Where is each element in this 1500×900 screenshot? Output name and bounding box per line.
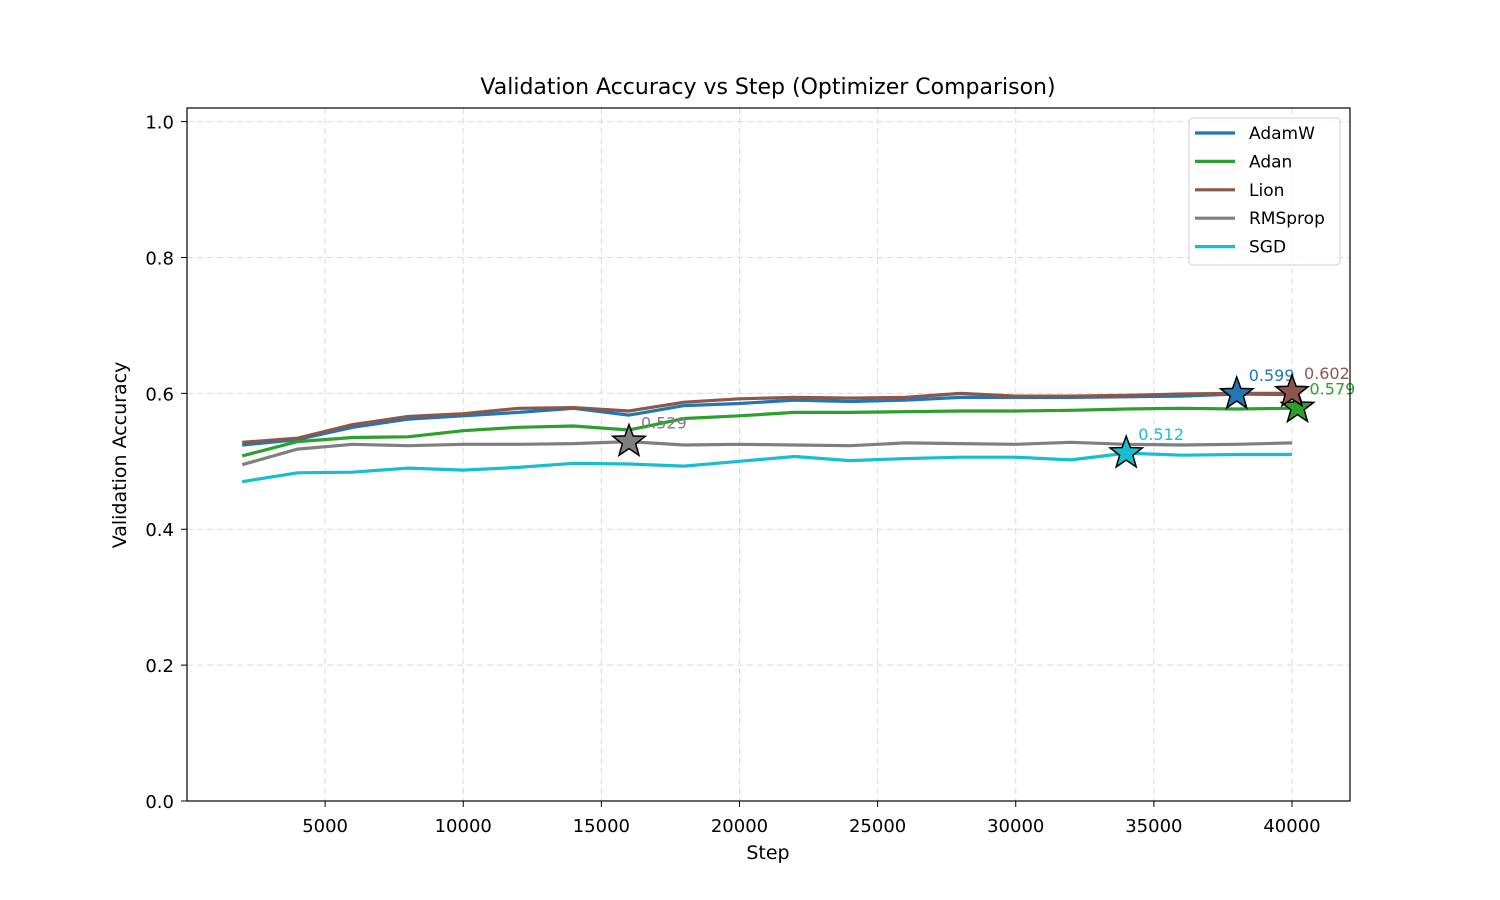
series-line-sgd	[241, 451, 1292, 484]
y-axis-label: Validation Accuracy	[109, 362, 131, 549]
y-tick-label: 0.6	[145, 384, 174, 405]
best-value-label-adamw: 0.599	[1249, 366, 1295, 385]
legend: AdamW Adan Lion RMSprop SGD	[1188, 117, 1341, 266]
best-marker-rmsprop	[610, 422, 648, 458]
series-line-adan	[241, 406, 1293, 458]
best-marker-adamw	[1218, 374, 1255, 410]
x-axis: 5000 10000 15000 20000 25000 30000 35000 40000	[302, 801, 1321, 837]
legend-label-lion: Lion	[1249, 181, 1284, 201]
legend-label-adan: Adan	[1249, 152, 1292, 172]
legend-label-sgd: SGD	[1249, 238, 1286, 258]
x-tick-label: 25000	[849, 816, 906, 837]
x-tick-label: 10000	[435, 816, 492, 837]
y-tick-label: 1.0	[145, 113, 174, 134]
x-tick-label: 15000	[573, 816, 630, 837]
series-line-lion	[242, 391, 1292, 444]
legend-label-rmsprop: RMSprop	[1249, 209, 1325, 229]
series-layer	[241, 391, 1293, 484]
y-axis: 0.0 0.2 0.4 0.6 0.8 1.0	[145, 113, 187, 813]
x-tick-label: 40000	[1263, 816, 1320, 837]
x-tick-label: 35000	[1125, 816, 1182, 837]
x-tick-label: 30000	[987, 816, 1044, 837]
best-marker-sgd	[1108, 433, 1145, 469]
x-tick-label: 20000	[711, 816, 768, 837]
best-value-label-adan: 0.579	[1310, 380, 1356, 399]
legend-label-adamw: AdamW	[1249, 124, 1315, 144]
best-value-label-rmsprop: 0.529	[641, 414, 687, 433]
y-tick-label: 0.0	[145, 792, 174, 813]
x-axis-label: Step	[746, 842, 789, 864]
y-tick-label: 0.8	[145, 248, 174, 269]
best-value-label-sgd: 0.512	[1138, 425, 1184, 444]
plot-frame	[186, 107, 1351, 802]
series-line-rmsprop	[241, 440, 1293, 467]
best-marker-lion	[1273, 372, 1311, 408]
y-tick-label: 0.4	[145, 520, 174, 541]
best-value-label-lion: 0.602	[1304, 364, 1350, 383]
legend-box	[1188, 117, 1341, 266]
chart-title: Validation Accuracy vs Step (Optimizer C…	[480, 75, 1055, 100]
x-tick-label: 5000	[302, 816, 348, 837]
y-tick-label: 0.2	[145, 656, 174, 677]
